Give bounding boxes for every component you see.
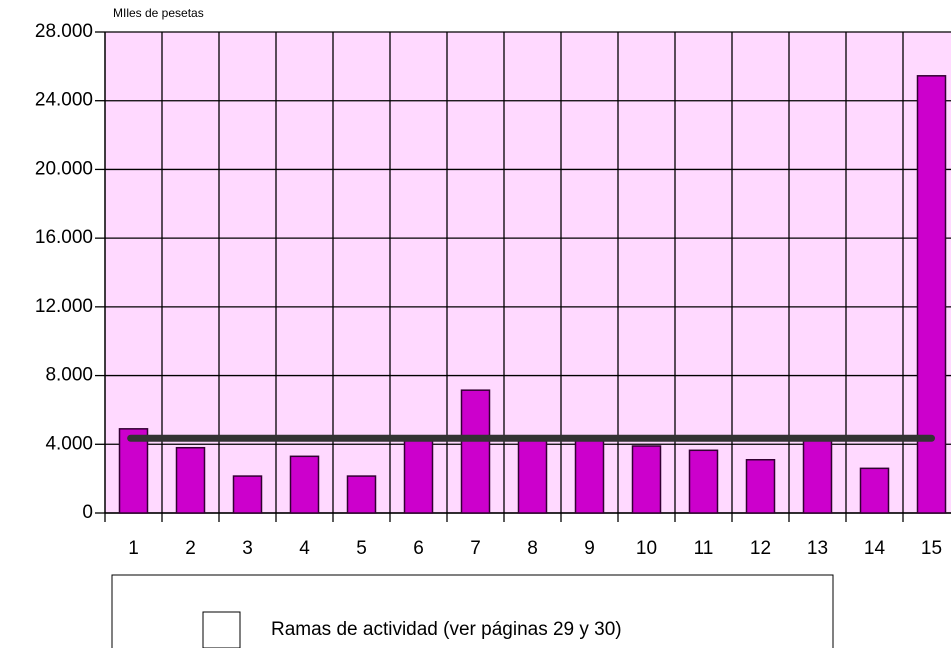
x-tick-label: 14 xyxy=(864,538,886,559)
y-tick-label: 4.000 xyxy=(45,433,93,454)
plot-background xyxy=(105,32,951,513)
x-tick-label: 12 xyxy=(750,538,771,559)
legend-label: Ramas de actividad (ver páginas 29 y 30) xyxy=(271,619,622,640)
x-tick-label: 11 xyxy=(694,538,714,559)
y-tick-label: 12.000 xyxy=(35,296,93,317)
x-tick-label: 10 xyxy=(636,538,657,559)
bar xyxy=(574,439,605,514)
bar xyxy=(118,428,149,514)
y-tick-label: 16.000 xyxy=(35,227,93,248)
x-tick-label: 13 xyxy=(807,538,828,559)
bar xyxy=(916,75,947,514)
bar xyxy=(289,455,320,514)
bar xyxy=(403,437,434,514)
x-tick-label: 8 xyxy=(527,538,538,559)
y-tick-label: 20.000 xyxy=(35,158,93,179)
bar xyxy=(802,439,833,514)
y-axis-label: MIles de pesetas xyxy=(113,6,204,20)
x-tick-label: 15 xyxy=(921,538,942,559)
y-tick-label: 28.000 xyxy=(35,21,93,42)
bar xyxy=(232,475,263,514)
bar xyxy=(460,389,491,514)
bar xyxy=(346,475,377,514)
y-tick-label: 24.000 xyxy=(35,90,93,111)
y-tick-label: 0 xyxy=(82,502,93,523)
bar xyxy=(859,467,890,514)
x-tick-label: 9 xyxy=(584,538,595,559)
legend-swatch xyxy=(202,611,241,648)
bar xyxy=(688,449,719,514)
x-tick-label: 7 xyxy=(470,538,481,559)
y-tick-label: 8.000 xyxy=(45,365,93,386)
x-tick-label: 5 xyxy=(356,538,367,559)
x-tick-label: 2 xyxy=(185,538,196,559)
x-tick-label: 4 xyxy=(299,538,310,559)
bar xyxy=(631,445,662,514)
x-tick-label: 1 xyxy=(128,538,139,559)
x-tick-label: 6 xyxy=(413,538,424,559)
bar xyxy=(175,446,206,514)
x-tick-label: 3 xyxy=(242,538,253,559)
bar xyxy=(745,458,776,514)
bar xyxy=(517,439,548,514)
